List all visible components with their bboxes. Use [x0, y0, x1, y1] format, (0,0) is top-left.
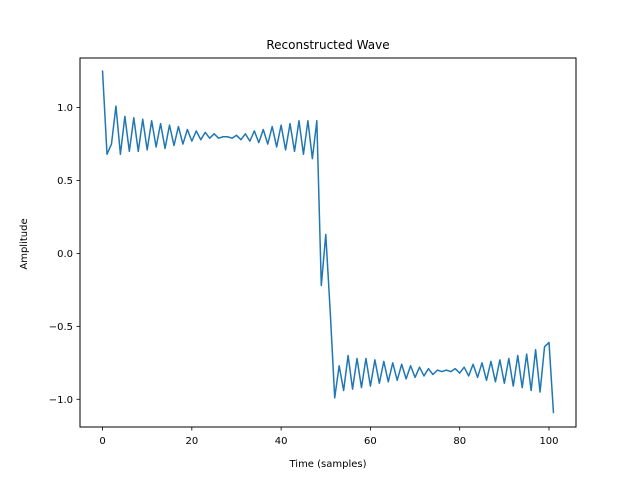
y-axis: −1.0 −0.5 0.0 0.5 1.0	[49, 103, 80, 406]
y-tick-label: −1.0	[49, 395, 73, 406]
axes-frame	[79, 57, 577, 428]
x-tick-label: 20	[185, 436, 198, 447]
x-tick-label: 80	[453, 436, 466, 447]
y-tick-label: 1.0	[57, 103, 73, 114]
series-line-0	[101, 70, 555, 414]
x-axis: 0 20 40 60 80 100	[99, 427, 559, 447]
x-tick-label: 100	[539, 436, 558, 447]
y-axis-label: Amplitude	[19, 218, 30, 269]
x-axis-label: Time (samples)	[288, 459, 366, 470]
chart-title: Reconstructed Wave	[266, 38, 389, 52]
x-tick-label: 60	[364, 436, 377, 447]
y-tick-label: −0.5	[49, 322, 73, 333]
x-tick-label: 0	[99, 436, 105, 447]
y-tick-label: 0.0	[57, 249, 73, 260]
x-tick-label: 40	[275, 436, 288, 447]
plot-area	[101, 70, 555, 414]
y-tick-label: 0.5	[57, 176, 73, 187]
